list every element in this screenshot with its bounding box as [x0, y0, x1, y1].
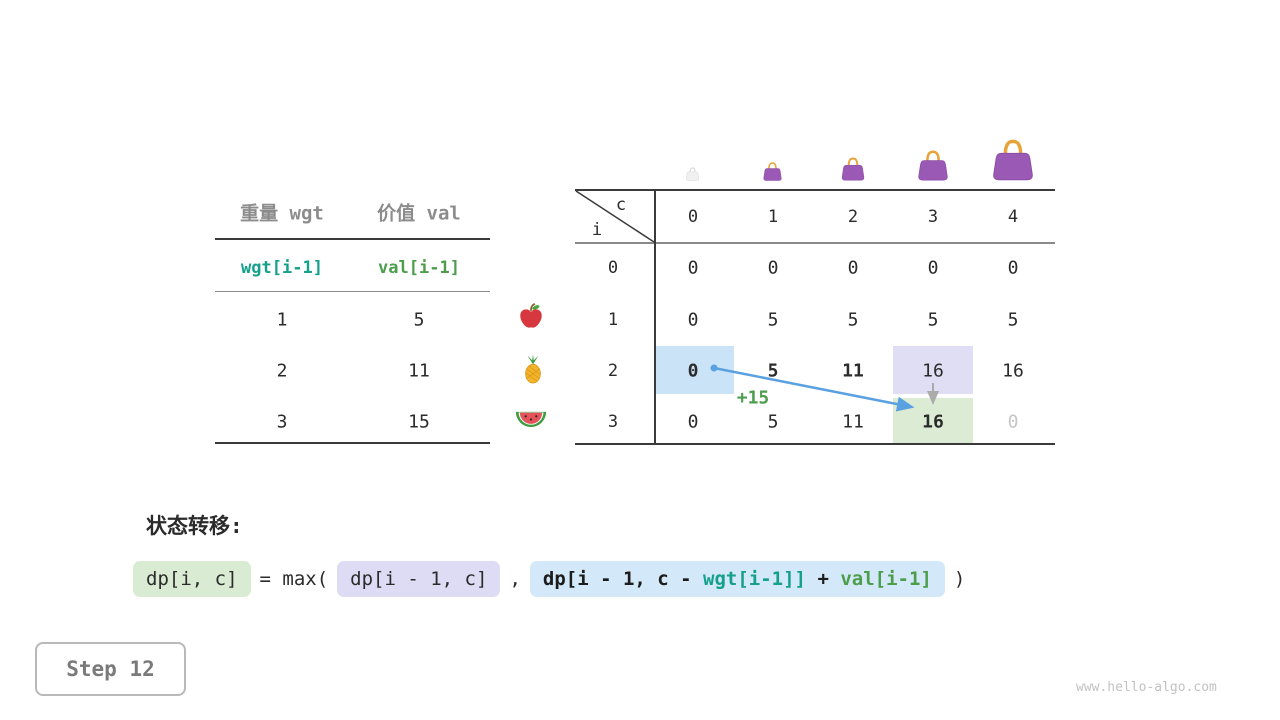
pineapple-icon	[521, 353, 546, 390]
dp-cell: 0	[687, 411, 699, 433]
bag-icon-medium	[841, 157, 865, 181]
formula-arg2-plus: +	[806, 568, 841, 590]
gain-annotation: +15	[736, 387, 770, 409]
weight-column-header: 重量 wgt	[240, 202, 324, 225]
state-transition-formula: dp[i, c] = max( dp[i - 1, c] , dp[i - 1,…	[133, 561, 965, 597]
value-column-header: 价值 val	[377, 202, 461, 225]
dp-cell: 5	[847, 309, 859, 331]
site-watermark: www.hello-algo.com	[1076, 680, 1217, 695]
dp-row-header: 2	[607, 361, 619, 381]
item-value: 5	[413, 309, 425, 331]
dp-row-header: 1	[607, 310, 619, 330]
dp-table-top-rule	[575, 189, 1055, 191]
formula-separator: ,	[509, 568, 521, 590]
dp-cell-source: 0	[687, 360, 699, 382]
dp-cell-above: 16	[922, 360, 944, 382]
item-value: 15	[408, 411, 430, 433]
apple-icon	[518, 302, 544, 334]
bag-icon-large	[917, 150, 949, 181]
dp-cell: 5	[767, 360, 779, 382]
item-table-var-rule	[215, 291, 490, 292]
dp-col-header: 0	[687, 207, 699, 227]
val-variable-label: val[i-1]	[378, 258, 460, 278]
formula-arg2: dp[i - 1, c - wgt[i-1]] + val[i-1]	[529, 561, 945, 597]
bag-icon-small	[762, 162, 783, 181]
dp-cell: 5	[767, 411, 779, 433]
dp-cell: 16	[1002, 360, 1024, 382]
dp-cell: 5	[1007, 309, 1019, 331]
dp-table-bottom-rule	[575, 443, 1055, 445]
corner-col-variable: c	[615, 195, 627, 215]
formula-arg2-val: val[i-1]	[840, 568, 932, 590]
formula-arg1: dp[i - 1, c]	[337, 561, 501, 597]
dp-cell-pending: 0	[1007, 411, 1019, 433]
dp-col-header: 1	[767, 207, 779, 227]
watermelon-icon	[515, 409, 547, 434]
dp-table-header-rule	[575, 242, 1055, 244]
item-table-header-rule	[215, 238, 490, 240]
dp-cell: 0	[687, 309, 699, 331]
dp-cell: 0	[927, 257, 939, 279]
dp-col-header: 2	[847, 207, 859, 227]
dp-cell: 11	[842, 360, 864, 382]
formula-arg2-prefix: dp[i - 1, c -	[542, 568, 704, 590]
corner-row-variable: i	[591, 220, 603, 240]
wgt-variable-label: wgt[i-1]	[241, 258, 323, 278]
dp-cell: 5	[927, 309, 939, 331]
state-transition-label: 状态转移:	[146, 514, 243, 538]
dp-col-header: 4	[1007, 207, 1019, 227]
dp-cell: 0	[1007, 257, 1019, 279]
formula-close-paren: )	[953, 568, 966, 590]
step-indicator: Step 12	[35, 642, 186, 696]
dp-cell: 0	[767, 257, 779, 279]
dp-cell-current: 16	[922, 411, 944, 433]
bag-icon-xlarge	[991, 139, 1035, 181]
item-value: 11	[408, 360, 430, 382]
step-label: Step 12	[66, 657, 155, 681]
dp-table-vertical-rule	[654, 189, 656, 445]
dp-col-header: 3	[927, 207, 939, 227]
formula-lhs: dp[i, c]	[133, 561, 251, 597]
formula-operator: = max(	[259, 568, 329, 590]
item-weight: 3	[276, 411, 288, 433]
item-table-bottom-rule	[215, 442, 490, 444]
bag-icon-ghost	[685, 167, 700, 181]
dp-cell: 11	[842, 411, 864, 433]
dp-cell: 0	[847, 257, 859, 279]
formula-arg2-wgt: wgt[i-1]]	[703, 568, 806, 590]
dp-cell: 5	[767, 309, 779, 331]
dp-row-header: 3	[607, 412, 619, 432]
item-weight: 2	[276, 360, 288, 382]
dp-cell: 0	[687, 257, 699, 279]
dp-row-header: 0	[607, 258, 619, 278]
item-weight: 1	[276, 309, 288, 331]
